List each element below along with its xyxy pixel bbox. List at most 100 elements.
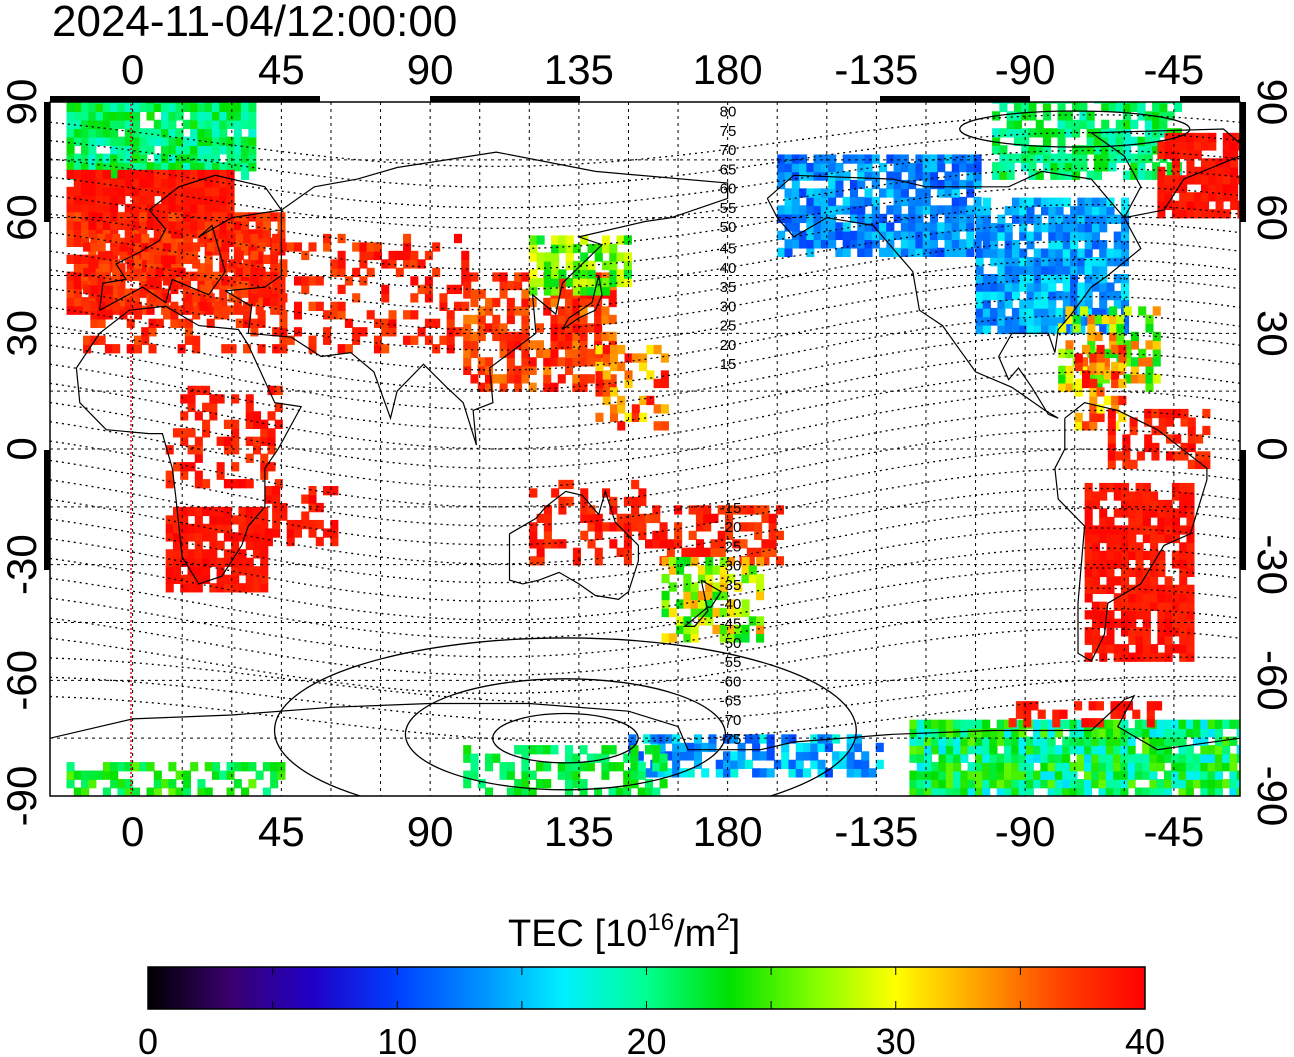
tec-cell: [982, 273, 991, 284]
tec-cell: [1135, 508, 1144, 518]
tec-cell: [1236, 719, 1240, 729]
tec-cell: [719, 590, 728, 601]
tec-cell: [81, 162, 90, 172]
tec-cell: [1187, 434, 1196, 444]
tec-cell: [1142, 576, 1151, 586]
tec-cell: [226, 111, 235, 121]
tec-cell: [835, 222, 844, 232]
mag-lat-contour: [50, 656, 1240, 705]
tec-cell: [683, 573, 692, 584]
tec-cell: [204, 111, 213, 121]
tec-cell: [1072, 102, 1081, 104]
tec-cell: [73, 263, 82, 273]
tec-cell: [1110, 701, 1119, 711]
tec-cell: [1214, 762, 1223, 772]
tec-cell: [1163, 770, 1173, 780]
tec-cell: [893, 230, 902, 241]
tec-cell: [916, 719, 925, 729]
tec-cell: [741, 565, 750, 575]
tec-cell: [1055, 206, 1064, 216]
tec-cell: [95, 263, 104, 273]
tec-cell: [204, 787, 213, 796]
tec-cell: [719, 624, 728, 635]
tec-cell: [1021, 111, 1030, 121]
tec-cell: [1033, 248, 1042, 258]
tec-cell: [616, 269, 625, 279]
tec-cell: [204, 128, 213, 138]
tec-cell: [1057, 136, 1066, 146]
tec-cell: [908, 230, 917, 241]
tec-cell: [945, 770, 954, 780]
tec-cell: [1163, 787, 1173, 796]
tec-cell: [1208, 132, 1217, 143]
tec-cell: [1121, 197, 1130, 207]
tec-cell: [270, 254, 279, 264]
tec-cell: [1083, 762, 1093, 772]
tec-cell: [219, 770, 228, 780]
tec-cell: [73, 102, 82, 113]
tec-cell: [842, 239, 851, 249]
tec-cell: [499, 762, 508, 772]
tec-cell: [252, 549, 262, 559]
tec-cell: [777, 205, 786, 215]
tec-cell: [982, 719, 991, 729]
tec-cell: [187, 428, 196, 438]
tec-cell: [1173, 102, 1182, 113]
tec-cell: [1091, 533, 1100, 544]
tec-cell: [1088, 718, 1097, 728]
tec-cell: [1122, 102, 1132, 113]
tec-cell: [1149, 736, 1158, 746]
tec-cell: [543, 306, 552, 316]
tec-cell: [1128, 635, 1137, 645]
tec-cell: [73, 280, 82, 290]
tec-cell: [1179, 584, 1188, 594]
tec-cell: [131, 128, 141, 138]
tec-cell: [1107, 417, 1116, 427]
tec-cell: [653, 378, 662, 389]
tec-cell: [579, 382, 588, 392]
tec-cell: [1207, 753, 1216, 763]
tec-cell: [226, 169, 235, 180]
tec-cell: [739, 539, 748, 549]
tec-cell: [1089, 387, 1098, 397]
tec-cell: [1047, 728, 1056, 738]
tec-cell: [761, 505, 770, 515]
tec-cell: [616, 235, 625, 245]
tec-cell: [996, 770, 1005, 780]
tec-cell: [1084, 290, 1093, 301]
tec-cell: [73, 153, 82, 163]
tec-cell: [1048, 282, 1057, 292]
tec-cell: [923, 787, 933, 796]
tec-cell: [1180, 408, 1189, 419]
tec-cell: [1142, 736, 1151, 746]
tec-cell: [66, 111, 75, 121]
tec-cell: [124, 762, 133, 772]
tec-cell: [681, 547, 690, 557]
tec-cell: [960, 787, 969, 796]
tec-cell: [1086, 170, 1095, 180]
tec-cell: [410, 335, 419, 345]
tec-cell: [264, 536, 273, 547]
tec-cell: [572, 357, 581, 367]
tec-cell: [223, 445, 232, 455]
tec-cell: [381, 284, 390, 295]
tec-cell: [944, 213, 953, 224]
tec-cell: [139, 195, 148, 205]
tec-cell: [1107, 425, 1116, 436]
tec-cell: [104, 233, 113, 244]
tec-cell: [1128, 542, 1137, 552]
tec-cell: [1064, 102, 1073, 104]
tec-cell: [908, 162, 917, 173]
tec-cell: [631, 479, 640, 490]
tec-cell: [1120, 745, 1129, 755]
tec-cell: [536, 277, 545, 288]
tec-cell: [1163, 745, 1173, 755]
tec-cell: [1142, 482, 1151, 493]
tec-cell: [975, 290, 984, 301]
tec-cell: [586, 753, 595, 763]
tec-cell: [1171, 508, 1180, 518]
tec-cell: [697, 590, 706, 601]
tec-cell: [233, 111, 242, 121]
mag-pole-contour: [404, 678, 727, 791]
tec-cell: [587, 269, 596, 279]
